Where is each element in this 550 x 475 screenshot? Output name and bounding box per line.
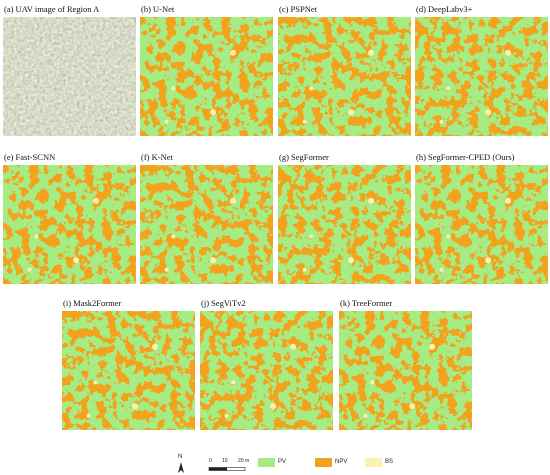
bs-patch <box>210 109 217 116</box>
bs-patch <box>270 403 277 410</box>
legend-label: BS <box>385 459 394 465</box>
legend-swatch <box>315 458 332 467</box>
bs-patch <box>290 343 297 350</box>
bs-patch <box>439 267 444 272</box>
bs-patch <box>368 49 375 56</box>
arrow <box>178 462 184 473</box>
scale-label: 0 <box>209 458 212 464</box>
bs-patch <box>171 86 176 91</box>
segmentation-map <box>339 311 472 430</box>
legend-swatch <box>365 458 382 467</box>
bs-patch <box>230 49 237 56</box>
bs-patch <box>164 267 169 272</box>
bs-patch <box>309 86 314 91</box>
bs-patch <box>505 197 512 204</box>
panel-caption: (h) SegFormer-CPED (Ours) <box>416 152 515 162</box>
bs-patch <box>348 109 355 116</box>
legend-swatch <box>258 458 275 467</box>
npv-area <box>415 17 548 136</box>
bs-patch <box>224 413 229 418</box>
legend-label: PV <box>278 459 287 465</box>
north-arrow <box>178 462 184 473</box>
panel-caption: (k) TreeFormer <box>340 298 393 308</box>
segmentation-map <box>3 165 136 284</box>
segmentation-map <box>415 17 548 136</box>
bs-patch <box>446 86 451 91</box>
bs-patch <box>231 380 236 385</box>
panel-caption: (i) Mask2Former <box>63 298 122 308</box>
bs-patch <box>368 197 375 204</box>
panel-caption: (c) PSPNet <box>279 4 318 14</box>
npv-area <box>3 165 136 284</box>
bs-patch <box>429 343 436 350</box>
panel-caption: (e) Fast-SCNN <box>4 152 56 162</box>
npv-area <box>200 311 333 430</box>
bs-patch <box>93 197 100 204</box>
scale-label: 10 <box>222 458 228 464</box>
bs-patch <box>302 119 307 124</box>
bs-patch <box>230 197 237 204</box>
legend-label: NPV <box>335 459 348 465</box>
npv-area <box>278 165 411 284</box>
panel-caption: (j) SegViTv2 <box>201 298 246 308</box>
bs-patch <box>27 267 32 272</box>
panel-caption: (d) DeepLabv3+ <box>416 4 473 14</box>
bs-patch <box>505 49 512 56</box>
segmentation-map <box>140 17 273 136</box>
bs-patch <box>446 234 451 239</box>
panel-caption: (g) SegFormer <box>279 152 329 162</box>
bs-patch <box>309 234 314 239</box>
bs-patch <box>93 380 98 385</box>
segmentation-map <box>415 165 548 284</box>
bs-patch <box>302 267 307 272</box>
bs-patch <box>152 343 159 350</box>
photo <box>3 17 136 136</box>
scale-label: 20 m <box>238 458 250 464</box>
bs-patch <box>164 119 169 124</box>
segmentation-map <box>140 165 273 284</box>
uav-image <box>3 17 136 136</box>
segmentation-map <box>278 165 411 284</box>
npv-area <box>415 165 548 284</box>
segmentation-map <box>278 17 411 136</box>
north-label: N <box>178 454 183 460</box>
bs-patch <box>409 403 416 410</box>
bs-patch <box>363 413 368 418</box>
npv-area <box>140 165 273 284</box>
bs-patch <box>485 109 492 116</box>
bs-patch <box>439 119 444 124</box>
panel-caption: (a) UAV image of Region A <box>4 4 100 14</box>
bs-patch <box>171 234 176 239</box>
panel-caption: (b) U-Net <box>141 4 175 14</box>
bs-patch <box>34 234 39 239</box>
bs-patch <box>370 380 375 385</box>
npv-area <box>140 17 273 136</box>
bs-patch <box>210 257 217 264</box>
segmentation-map <box>200 311 333 430</box>
bs-patch <box>485 257 492 264</box>
npv-area <box>278 17 411 136</box>
bs-patch <box>132 403 139 410</box>
npv-area <box>339 311 472 430</box>
bs-patch <box>86 413 91 418</box>
scale-bar <box>208 467 246 471</box>
npv-area <box>62 311 195 430</box>
bar-half <box>209 467 227 471</box>
bs-patch <box>73 257 80 264</box>
panel-caption: (f) K-Net <box>141 152 173 162</box>
bs-patch <box>348 257 355 264</box>
segmentation-map <box>62 311 195 430</box>
